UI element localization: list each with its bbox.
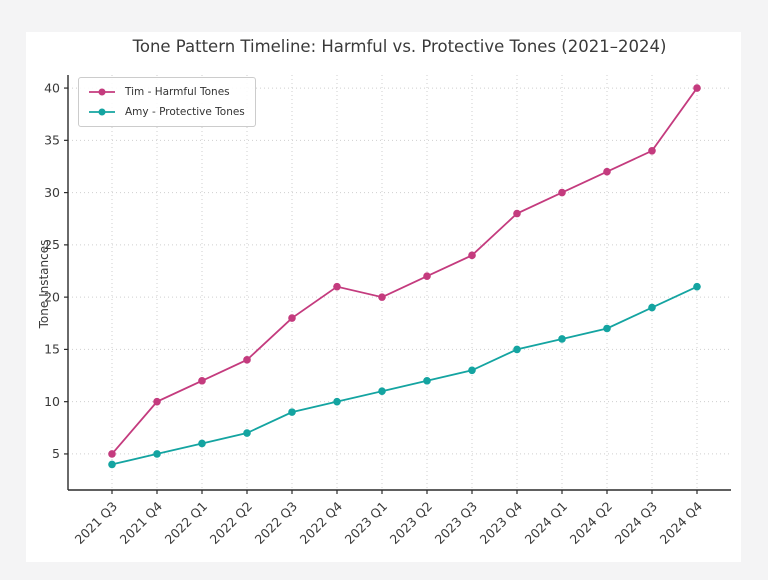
y-tick-label: 25 [44,237,60,252]
y-tick-label: 5 [52,446,60,461]
chart-figure: Tone Pattern Timeline: Harmful vs. Prote… [26,32,741,562]
y-tick-label: 35 [44,133,60,148]
data-point-0 [333,282,341,291]
series-line-1 [111,285,698,466]
data-point-1 [693,282,701,291]
data-point-1 [513,345,521,354]
x-tick-label: 2024 Q4 [657,498,706,547]
data-point-0 [558,188,566,197]
data-point-1 [243,429,251,437]
data-point-0 [288,314,296,322]
x-tick-label: 2022 Q3 [252,499,300,547]
x-tick-label: 2023 Q4 [477,498,526,547]
data-point-0 [378,293,386,301]
x-tick-label: 2023 Q1 [342,499,390,547]
x-tick-label: 2023 Q3 [432,499,480,547]
data-point-0 [243,356,251,364]
data-point-1 [423,376,431,385]
chart-title: Tone Pattern Timeline: Harmful vs. Prote… [132,37,667,56]
legend-line-amy-icon [89,108,115,116]
data-point-0 [468,251,476,260]
data-point-1 [558,335,566,343]
x-tick-label: 2024 Q2 [567,499,615,547]
data-point-1 [603,324,611,333]
data-point-1 [198,439,206,448]
data-point-1 [288,408,296,416]
data-point-1 [153,450,161,458]
data-point-0 [513,209,521,218]
x-tick-label: 2022 Q1 [162,499,210,547]
legend-item-tim: Tim - Harmful Tones [86,82,245,102]
y-tick-label: 30 [44,185,60,200]
x-tick-label: 2022 Q4 [297,498,346,547]
data-point-0 [423,272,431,281]
series-line-0 [111,87,698,455]
data-point-1 [378,387,386,396]
data-point-0 [603,167,611,176]
legend-line-tim-icon [89,88,115,96]
data-point-1 [108,460,116,469]
y-tick-label: 20 [44,289,60,304]
x-tick-label: 2024 Q3 [612,499,660,547]
data-point-0 [648,146,656,155]
data-point-1 [648,303,656,312]
data-point-0 [693,84,701,92]
x-tick-label: 2021 Q4 [117,498,166,547]
x-tick-label: 2023 Q2 [387,499,435,547]
legend-label-amy: Amy - Protective Tones [125,106,245,118]
y-tick-label: 15 [44,342,60,357]
legend: Tim - Harmful Tones Amy - Protective Ton… [78,77,256,127]
x-tick-label: 2021 Q3 [72,499,120,547]
legend-label-tim: Tim - Harmful Tones [125,86,230,98]
y-tick-label: 40 [44,80,60,95]
data-point-0 [153,397,161,406]
data-point-0 [198,376,206,385]
x-tick-label: 2022 Q2 [207,499,255,547]
data-point-1 [333,397,341,406]
x-tick-label: 2024 Q1 [522,499,570,547]
data-point-1 [468,366,476,375]
data-point-0 [108,450,116,458]
legend-item-amy: Amy - Protective Tones [86,102,245,122]
y-tick-label: 10 [44,394,60,409]
